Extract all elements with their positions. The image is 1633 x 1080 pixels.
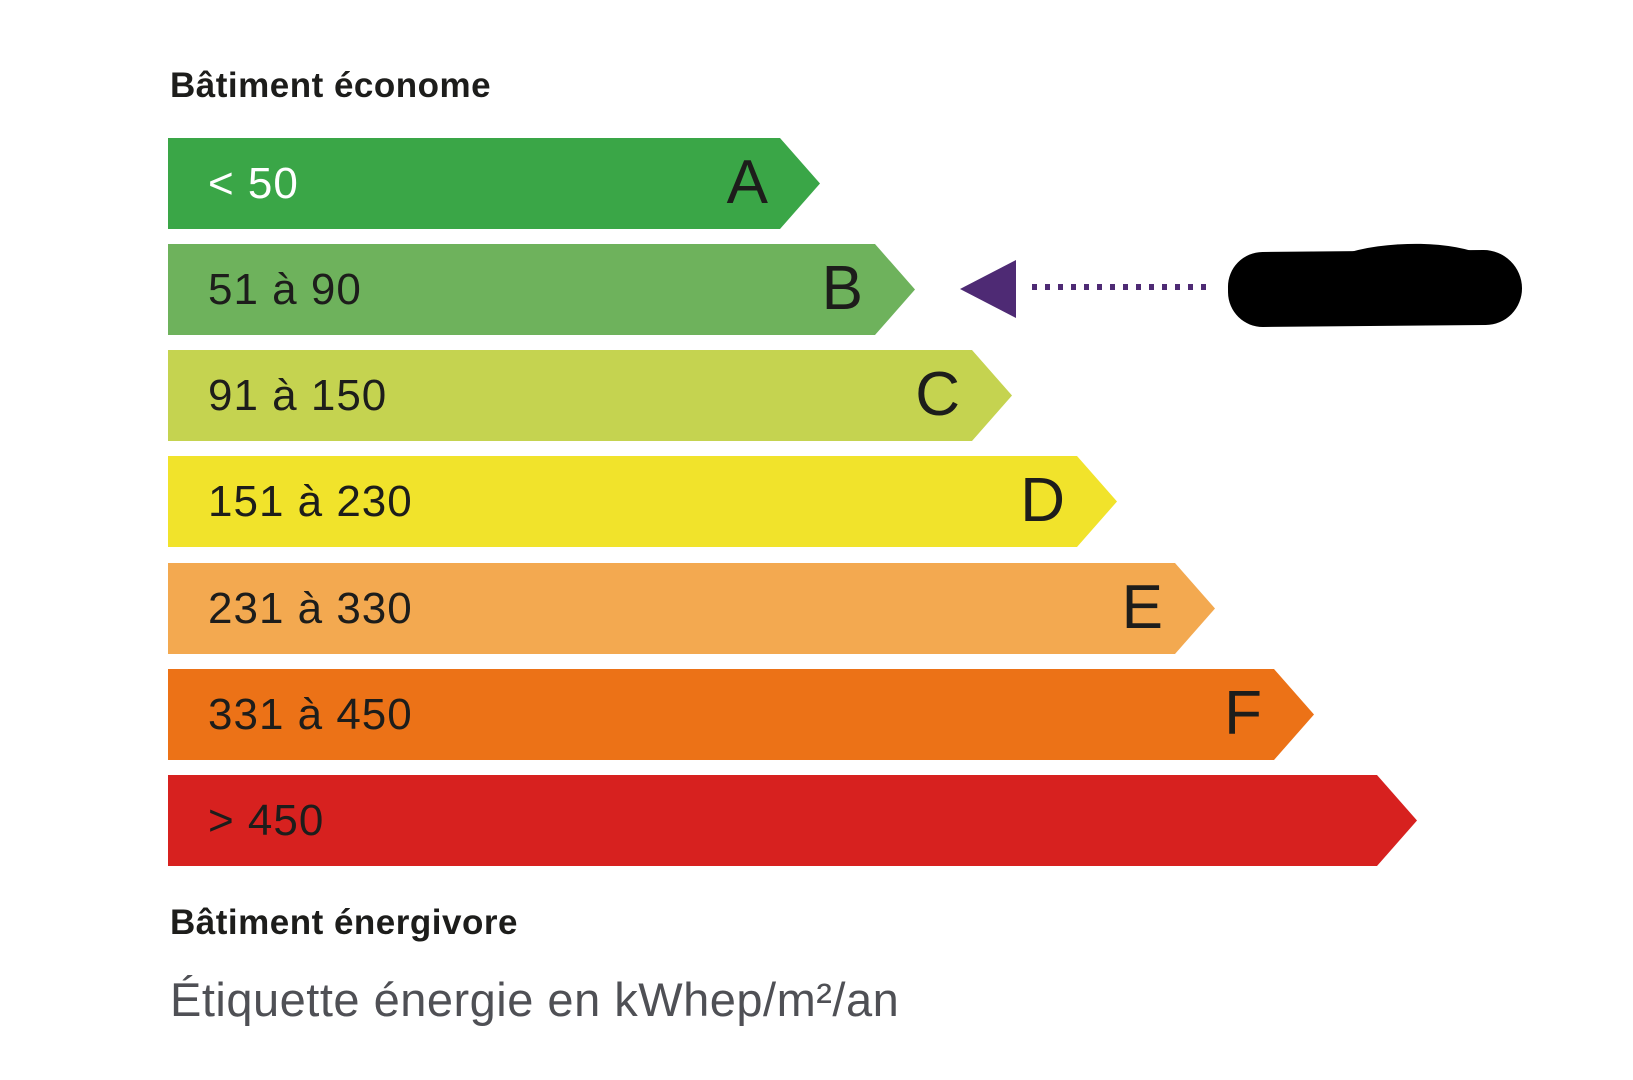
range-label: 331 à 450 <box>208 689 413 739</box>
energy-bar-e: 231 à 330 E <box>168 563 1215 654</box>
class-letter: B <box>821 253 863 323</box>
range-label: > 450 <box>208 795 325 845</box>
energy-bar-g: > 450 <box>168 775 1417 866</box>
energy-bar-f: 331 à 450 F <box>168 669 1314 760</box>
range-label: 231 à 330 <box>208 583 413 633</box>
class-letter: F <box>1224 678 1262 748</box>
class-letter: D <box>1020 465 1065 535</box>
energy-bar-c: 91 à 150 C <box>168 350 1012 441</box>
energy-scale-caption: Étiquette énergie en kWhep/m²/an <box>170 973 900 1026</box>
range-label: 51 à 90 <box>208 264 362 314</box>
energy-intensive-building-label: Bâtiment énergivore <box>170 903 518 942</box>
energy-bar-d: 151 à 230 D <box>168 456 1117 547</box>
energy-bar-b: 51 à 90 B <box>168 244 915 335</box>
class-letter: A <box>726 147 768 217</box>
energy-bar-a: < 50 A <box>168 138 820 229</box>
range-label: < 50 <box>208 158 299 208</box>
class-letter: C <box>915 359 960 429</box>
redacted-value-blob <box>1227 249 1523 328</box>
selected-class-arrow-icon <box>960 260 1016 318</box>
class-letter: E <box>1121 572 1163 642</box>
dotted-connector-line <box>1032 284 1214 290</box>
range-label: 151 à 230 <box>208 476 413 526</box>
economical-building-label: Bâtiment économe <box>170 66 492 105</box>
range-label: 91 à 150 <box>208 370 388 420</box>
